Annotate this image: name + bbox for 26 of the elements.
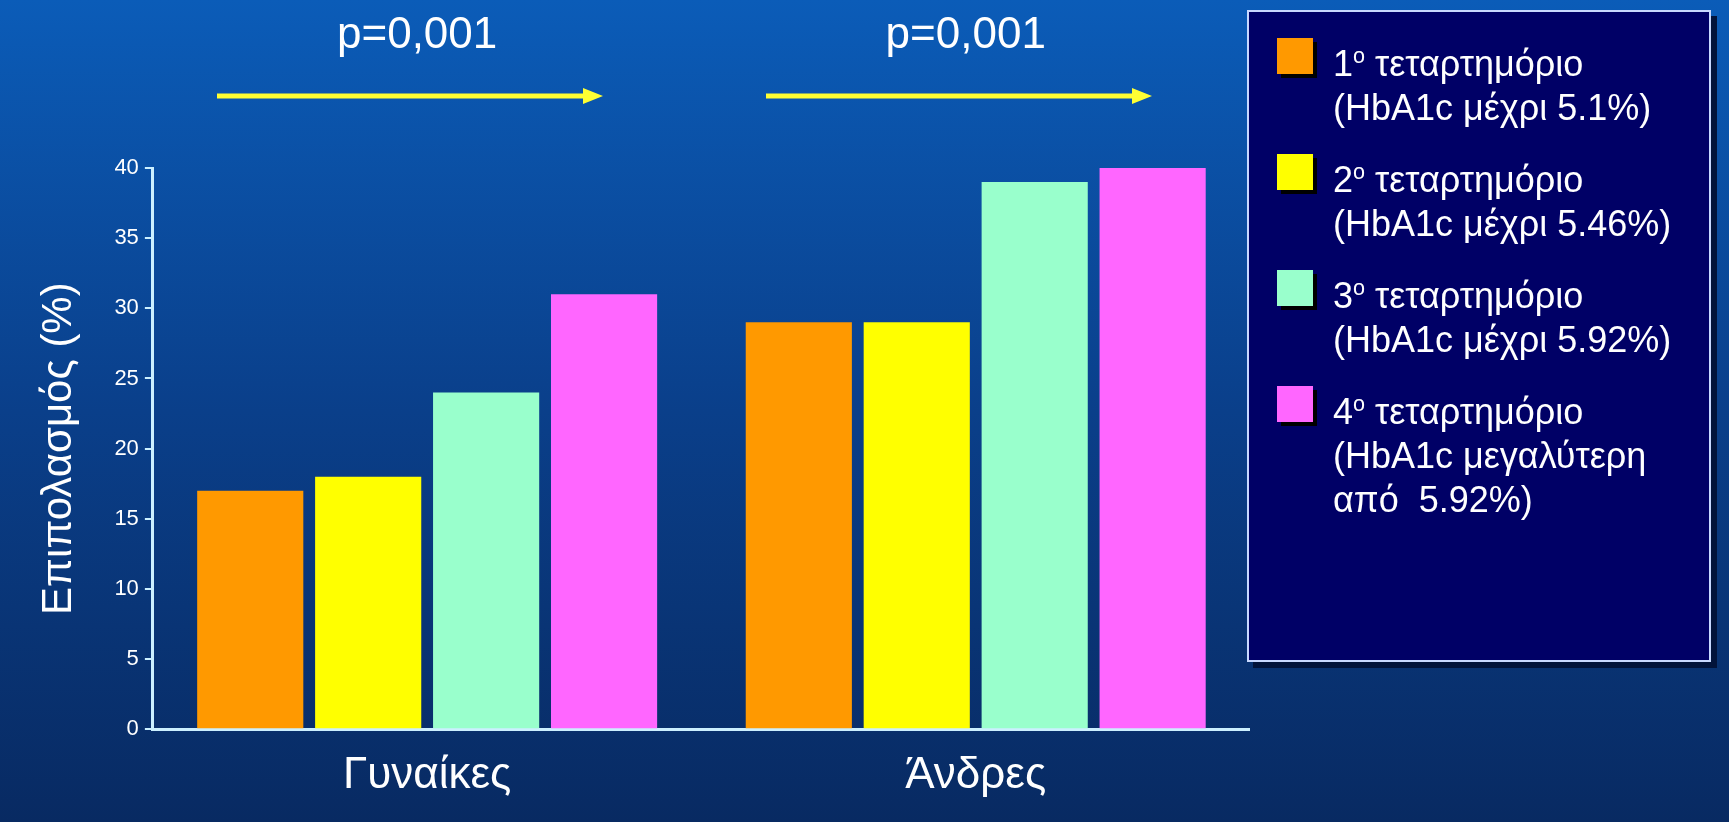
legend-label: 1$^{ο}$ τεταρτημόριο (HbA1c μέχρι 5.1%)	[1333, 42, 1653, 130]
y-tick-label: 25	[114, 364, 139, 390]
bar	[433, 392, 540, 729]
y-tick-label: 35	[114, 224, 139, 250]
text: p=0,001	[885, 8, 1046, 58]
x-tick-label: Γυναίκες	[342, 747, 512, 797]
x-tick-label: Άνδρες	[905, 747, 1047, 797]
bar	[315, 476, 422, 729]
bar	[745, 322, 852, 729]
bar	[1099, 168, 1206, 729]
y-axis-title: Επιπολασμός (%)	[32, 282, 80, 615]
bar	[863, 322, 970, 729]
y-tick-label: 0	[126, 715, 139, 741]
legend-label: 4$^{ο}$ τεταρτημόριο (HbA1c μεγαλύτερη από 5.92%)	[1333, 390, 1648, 522]
y-tick-label: 15	[114, 504, 139, 530]
y-tick-label: 5	[126, 645, 139, 671]
y-tick-label: 10	[114, 574, 139, 600]
text: p=0,001	[337, 8, 498, 58]
y-tick-label: 20	[114, 434, 139, 460]
legend-label: 2$^{ο}$ τεταρτημόριο (HbA1c μέχρι 5.46%)	[1333, 158, 1673, 246]
legend-label: 3$^{ο}$ τεταρτημόριο (HbA1c μέχρι 5.92%)	[1333, 274, 1673, 362]
y-tick-label: 30	[114, 294, 139, 320]
bar	[197, 490, 304, 729]
bar	[981, 182, 1088, 729]
y-tick-label: 40	[114, 154, 139, 180]
bar	[550, 294, 658, 729]
